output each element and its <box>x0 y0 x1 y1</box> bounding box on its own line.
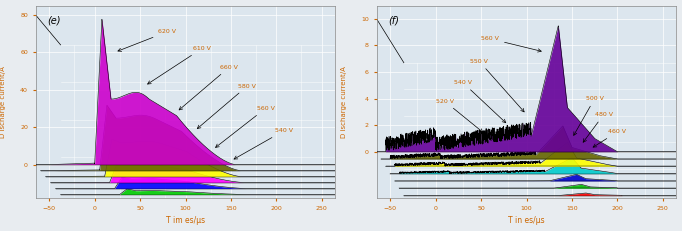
Text: 480 V: 480 V <box>583 112 612 142</box>
Text: 610 V: 610 V <box>147 46 211 84</box>
Text: 540 V: 540 V <box>454 80 506 123</box>
Text: 560 V: 560 V <box>216 106 274 147</box>
Y-axis label: D ischarge current/A: D ischarge current/A <box>340 66 346 138</box>
Y-axis label: D ischarge current/A: D ischarge current/A <box>0 66 5 138</box>
Text: 560 V: 560 V <box>481 36 542 52</box>
Text: 660 V: 660 V <box>179 65 238 110</box>
X-axis label: T im es/μs: T im es/μs <box>166 216 205 225</box>
Text: (e): (e) <box>48 15 61 25</box>
Text: (f): (f) <box>389 15 400 25</box>
Text: 500 V: 500 V <box>574 96 604 135</box>
X-axis label: T in es/μs: T in es/μs <box>508 216 545 225</box>
Text: 580 V: 580 V <box>197 83 256 129</box>
Text: 620 V: 620 V <box>118 29 177 51</box>
Text: 460 V: 460 V <box>593 129 626 147</box>
Text: 520 V: 520 V <box>436 99 483 132</box>
Text: 540 V: 540 V <box>234 128 293 159</box>
Text: 550 V: 550 V <box>471 59 524 112</box>
